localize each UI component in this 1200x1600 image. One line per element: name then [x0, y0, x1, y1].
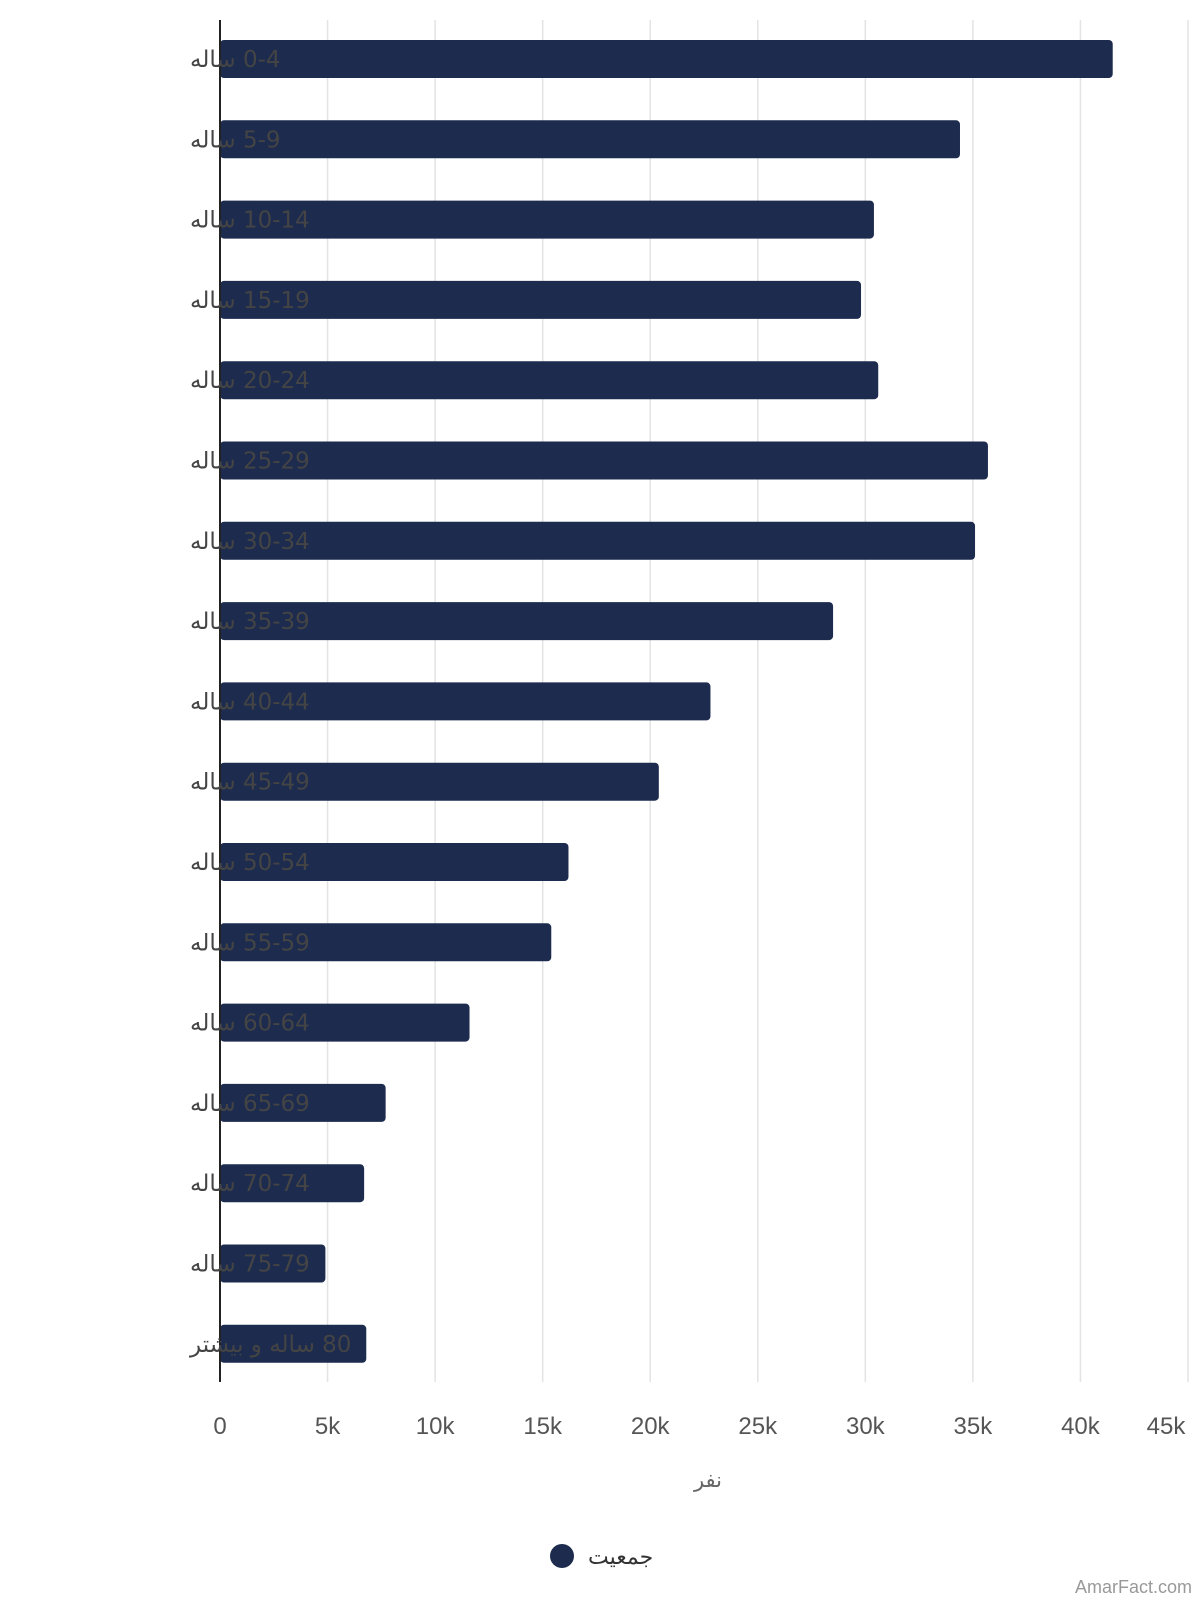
- bars: [220, 40, 1113, 1363]
- category-labels: 0-4 ساله 5-9 ساله 10-14 ساله 15-19 ساله 20-2…: [189, 47, 351, 1358]
- category-label: 80 ساله و بیشتر: [189, 1332, 351, 1358]
- category-label: 60-64 ساله: [190, 1011, 310, 1037]
- x-tick-label: 5k: [315, 1413, 341, 1440]
- bar[interactable]: [220, 280, 862, 319]
- category-label: 30-34 ساله: [190, 529, 310, 555]
- category-label: 25-29 ساله: [190, 449, 310, 475]
- bar[interactable]: [220, 361, 879, 400]
- category-label: 40-44 ساله: [190, 689, 310, 715]
- gridlines: [326, 20, 1189, 1382]
- category-label: 35-39 ساله: [190, 609, 310, 635]
- bar[interactable]: [220, 602, 834, 641]
- category-label: 70-74 ساله: [190, 1171, 310, 1197]
- x-tick-label: 40k: [1061, 1413, 1101, 1440]
- watermark: AmarFact.com: [1075, 1577, 1192, 1597]
- bar[interactable]: [220, 682, 711, 721]
- bar[interactable]: [220, 762, 659, 801]
- bar[interactable]: [220, 923, 552, 962]
- x-tick-label: 35k: [954, 1413, 994, 1440]
- bar[interactable]: [220, 40, 1113, 78]
- x-tick-label: 15k: [523, 1413, 563, 1440]
- bar[interactable]: [220, 1324, 367, 1363]
- category-label: 55-59 ساله: [190, 930, 310, 956]
- legend-label: جمعیت: [588, 1545, 653, 1570]
- category-label: 5-9 ساله: [190, 127, 281, 153]
- bar[interactable]: [220, 1003, 470, 1042]
- category-label: 75-79 ساله: [190, 1252, 310, 1278]
- x-axis-title: نفر: [693, 1468, 722, 1492]
- category-label: 15-19 ساله: [190, 288, 310, 314]
- category-label: 20-24 ساله: [190, 368, 310, 394]
- legend[interactable]: جمعیت: [550, 1544, 653, 1570]
- x-tick-labels: 0 5k 10k 15k 20k 25k 30k 35k 40k 45k: [213, 1413, 1186, 1440]
- category-label: 0-4 ساله: [190, 47, 281, 73]
- bar[interactable]: [220, 441, 988, 480]
- x-tick-label: 0: [213, 1413, 226, 1440]
- bar[interactable]: [220, 1083, 386, 1122]
- bar[interactable]: [220, 1244, 326, 1283]
- x-tick-label: 25k: [738, 1413, 778, 1440]
- category-label: 45-49 ساله: [190, 770, 310, 796]
- x-tick-label: 45k: [1147, 1413, 1187, 1440]
- category-label: 50-54 ساله: [190, 850, 310, 876]
- bar[interactable]: [220, 843, 569, 881]
- x-tick-label: 20k: [631, 1413, 671, 1440]
- x-tick-label: 30k: [846, 1413, 886, 1440]
- category-label: 10-14 ساله: [190, 208, 310, 234]
- category-label: 65-69 ساله: [190, 1091, 310, 1117]
- x-tick-label: 10k: [416, 1413, 456, 1440]
- bar[interactable]: [220, 1164, 365, 1203]
- bar[interactable]: [220, 120, 960, 159]
- bar[interactable]: [220, 521, 976, 560]
- bar[interactable]: [220, 200, 874, 239]
- legend-swatch: [550, 1544, 574, 1568]
